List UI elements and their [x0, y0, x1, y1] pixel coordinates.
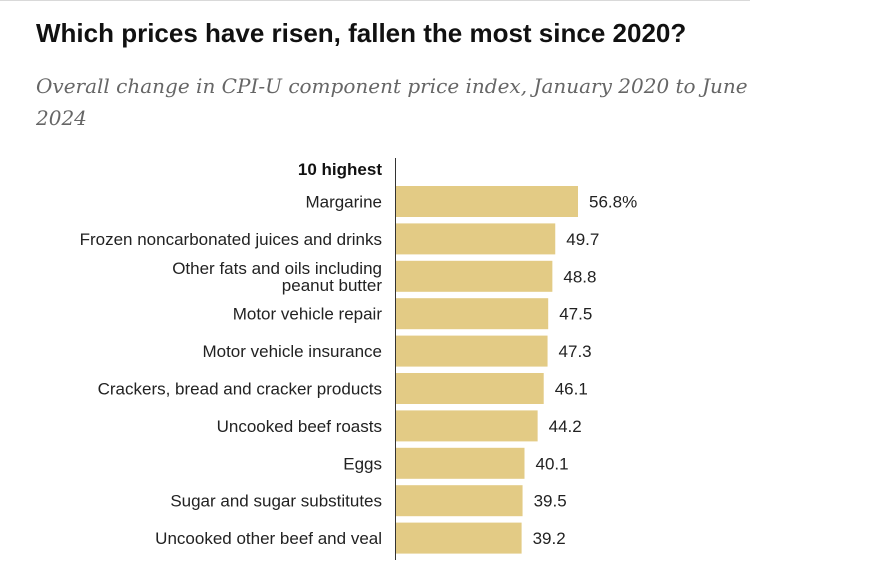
category-label: Motor vehicle insurance [202, 342, 382, 361]
bar [396, 410, 538, 442]
value-label: 47.3 [559, 342, 592, 361]
bar [396, 260, 553, 292]
chart-subtitle: Overall change in CPI-U component price … [36, 74, 748, 130]
value-label: 39.5 [534, 492, 567, 511]
bar [396, 447, 525, 479]
bar [396, 373, 544, 404]
value-label: 56.8% [589, 193, 637, 212]
value-label: 47.5 [559, 305, 592, 324]
chart-title: Which prices have risen, fallen the most… [36, 18, 687, 48]
category-label: Crackers, bread and cracker products [98, 380, 382, 399]
value-label: 48.8 [563, 267, 596, 286]
category-label: Frozen noncarbonated juices and drinks [80, 230, 382, 249]
category-label: Eggs [343, 454, 382, 473]
category-label: Sugar and sugar substitutes [170, 492, 382, 511]
category-label: Margarine [305, 193, 382, 212]
top-rule [0, 0, 750, 1]
bar [396, 186, 578, 217]
group-label: 10 highest [298, 160, 382, 179]
bar-chart: 10 highest Margarine 56.8% Frozen noncarbo… [80, 158, 637, 560]
bars-group: Margarine 56.8% Frozen noncarbonated juice… [80, 186, 637, 554]
category-label: Uncooked other beef and veal [155, 529, 382, 548]
bar [396, 335, 548, 367]
value-label: 49.7 [566, 230, 599, 249]
category-label: Motor vehicle repair [233, 305, 383, 324]
value-label: 40.1 [535, 454, 568, 473]
bar [396, 522, 522, 554]
bar [396, 298, 549, 330]
bar [396, 223, 556, 255]
value-label: 39.2 [533, 529, 566, 548]
value-label: 44.2 [549, 417, 582, 436]
category-label: Uncooked beef roasts [217, 417, 382, 436]
value-label: 46.1 [555, 380, 588, 399]
bar [396, 485, 523, 517]
category-label: Other fats and oils including peanut butt… [172, 259, 382, 295]
